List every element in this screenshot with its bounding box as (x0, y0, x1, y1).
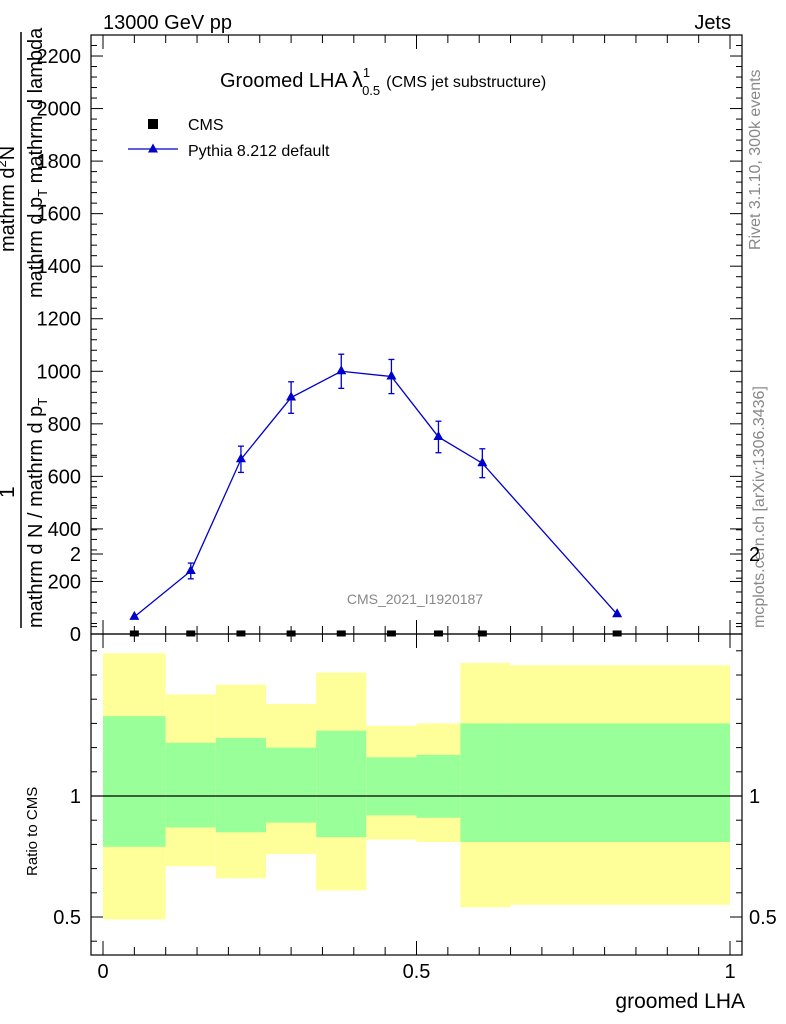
x-tick-label: 0 (97, 961, 108, 983)
pythia-point (286, 391, 297, 401)
main-plot-axes: 0 200 400 600 800 1000 1200 1400 1600 1800 2000 220… (37, 34, 743, 646)
analysis-watermark: CMS_2021_I1920187 (347, 591, 483, 607)
rivet-label: Rivet 3.1.10, 300k events (747, 69, 764, 250)
pythia-point (612, 608, 623, 618)
ratio-y-tick-label-right: 2 (749, 544, 760, 566)
main-y-tick-label: 200 (48, 571, 81, 593)
pythia-point (433, 430, 444, 440)
legend-cms-label: CMS (188, 117, 224, 134)
main-y-tick-label: 1800 (37, 151, 82, 173)
pythia-point (336, 365, 347, 375)
ratio-y-axis-label: Ratio to CMS (24, 787, 41, 876)
y-label-numerator: mathrm d2N (0, 146, 19, 252)
ratio-y-tick-label: 0.5 (53, 907, 81, 929)
pythia-point (185, 564, 196, 574)
x-tick-label: 0.5 (403, 961, 431, 983)
chart-title: Groomed LHA λ1 0.5 (CMS jet substructure) (220, 65, 546, 98)
main-y-tick-label: 800 (48, 414, 81, 436)
ratio-y-tick-label-right: 1 (749, 786, 760, 808)
ratio-green-band (366, 757, 417, 816)
main-y-axis-label: 1 mathrm d N / mathrm d pT mathrm d2N ma… (0, 27, 50, 628)
pythia-point (235, 453, 246, 463)
header-right-label: Jets (694, 12, 731, 34)
ratio-green-band (215, 737, 267, 833)
ratio-plot-bands (91, 653, 742, 920)
y-label-line2: mathrm d N / mathrm d pT (25, 398, 50, 628)
x-tick-label: 1 (724, 961, 735, 983)
header-left-label: 13000 GeV pp (103, 12, 232, 34)
ratio-green-band (460, 723, 511, 842)
legend-pythia-label: Pythia 8.212 default (188, 143, 330, 160)
ratio-green-band (103, 716, 166, 847)
ratio-green-band (316, 730, 367, 838)
ratio-green-band (510, 723, 730, 842)
ratio-green-band (165, 742, 216, 828)
main-y-tick-label: 600 (48, 466, 81, 488)
pythia-point (386, 370, 397, 380)
legend-cms-marker (148, 119, 158, 129)
mcplots-label: mcplots.cern.ch [arXiv:1306.3436] (751, 386, 768, 628)
pythia-series-line (133, 370, 618, 618)
main-y-tick-label: 400 (48, 519, 81, 541)
ratio-y-tick-label: 2 (70, 544, 81, 566)
main-y-tick-label: 1400 (37, 256, 82, 278)
main-y-tick-label: 1600 (37, 204, 82, 226)
main-y-tick-label: 2000 (37, 99, 82, 121)
pythia-point (477, 457, 488, 467)
y-label-line1: 1 (0, 486, 19, 498)
pythia-point (129, 610, 140, 620)
main-y-tick-label: 0 (70, 624, 81, 646)
ratio-y-tick-label: 1 (70, 786, 81, 808)
legend-pythia-marker (148, 143, 158, 153)
main-y-tick-label: 2200 (37, 46, 82, 68)
ratio-green-band (416, 754, 461, 818)
x-axis-label: groomed LHA (615, 990, 745, 1013)
y-label-denominator: mathrm d pT mathrm d lambda (25, 27, 50, 298)
ratio-y-tick-label-right: 0.5 (749, 907, 777, 929)
ratio-plot-axes: 0.5 0.5 1 1 2 2 0 0.5 1 (53, 456, 777, 983)
main-y-tick-label: 1200 (37, 309, 82, 331)
main-plot-data (129, 353, 623, 637)
main-y-tick-label: 1000 (37, 361, 82, 383)
ratio-green-band (266, 747, 317, 823)
